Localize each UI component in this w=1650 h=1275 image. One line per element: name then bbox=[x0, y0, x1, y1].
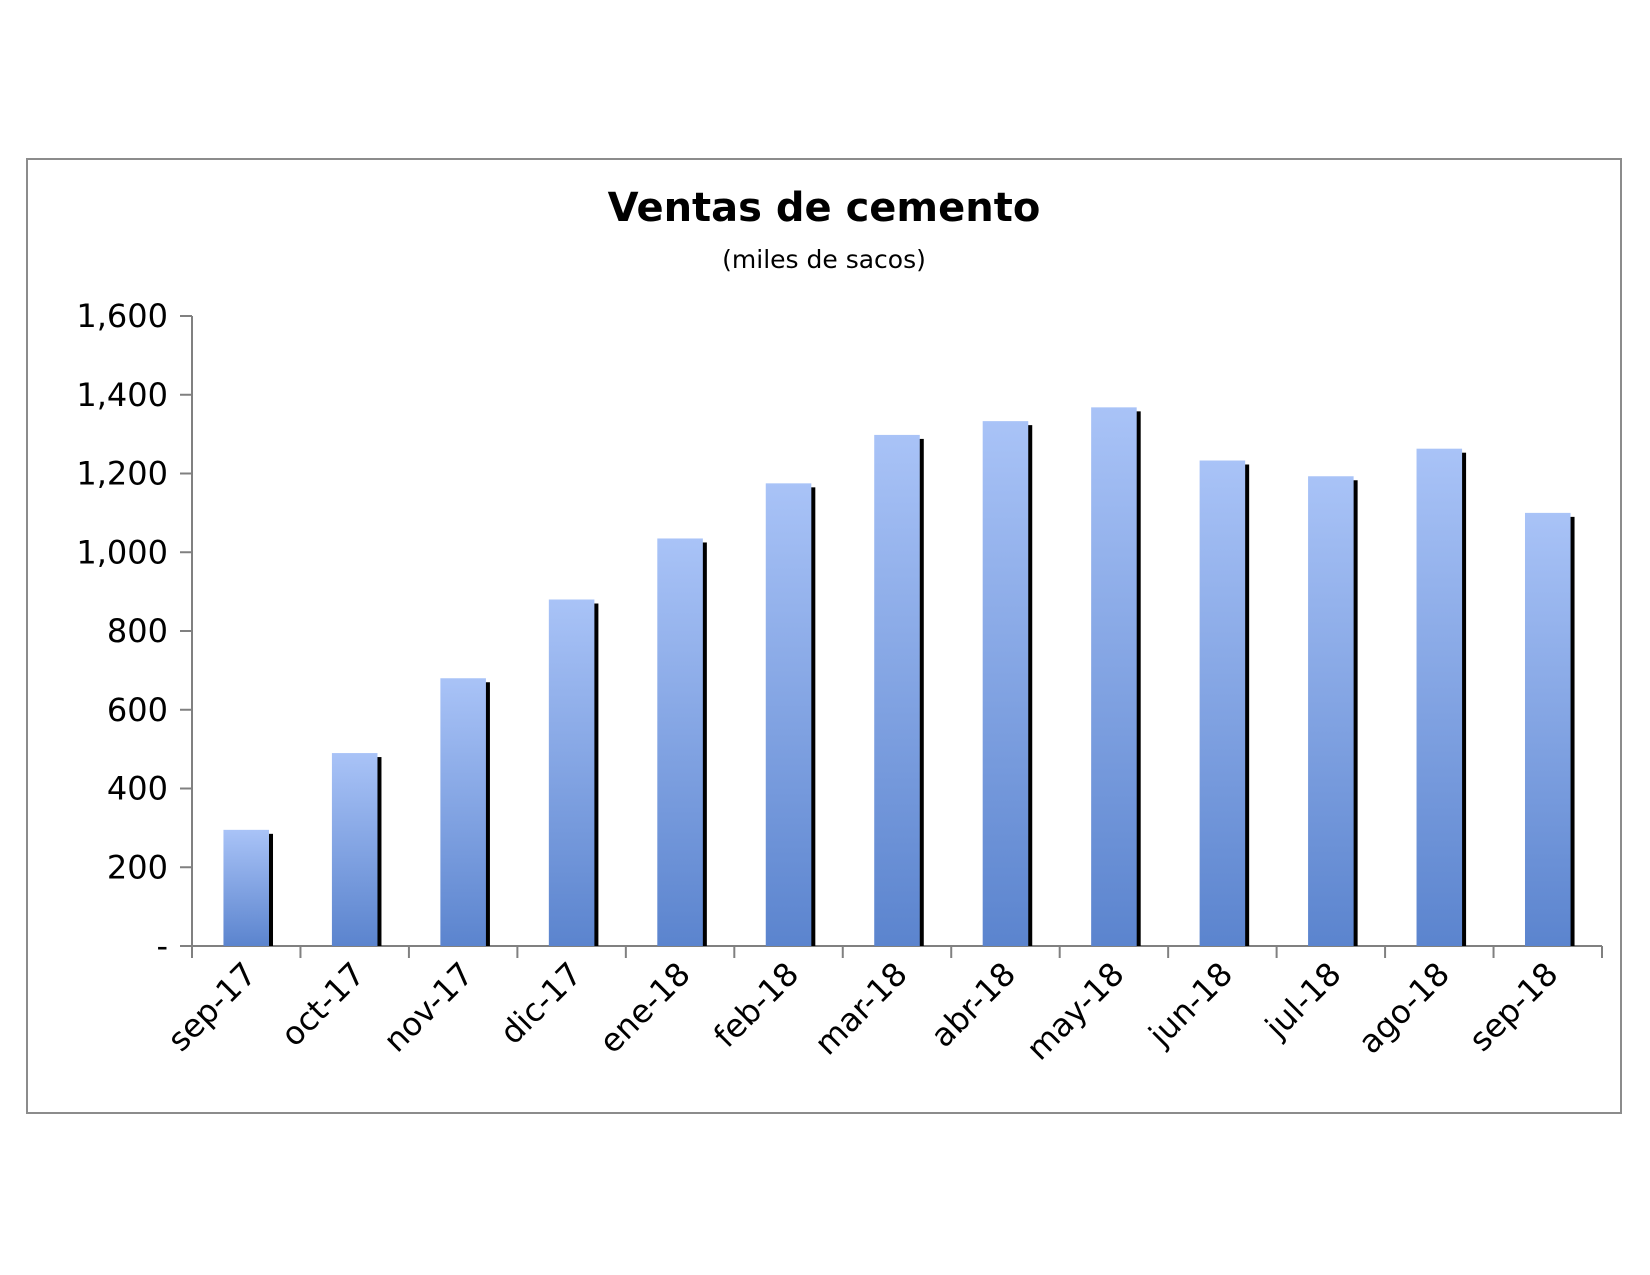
bar bbox=[657, 538, 703, 946]
bar bbox=[1199, 460, 1246, 946]
bar bbox=[765, 483, 812, 946]
bar bbox=[331, 753, 378, 946]
bar bbox=[223, 829, 270, 946]
y-tick-label: 600 bbox=[107, 691, 168, 729]
bar bbox=[1524, 512, 1571, 946]
x-tick-label: ago-18 bbox=[1351, 955, 1457, 1061]
bars bbox=[223, 407, 1575, 947]
y-axis: - 200 400 600 800 1,000 1,200 1,400 1,600 bbox=[76, 297, 193, 965]
x-tick-label: abr-18 bbox=[923, 955, 1023, 1055]
x-tick-label: sep-18 bbox=[1462, 955, 1566, 1059]
y-tick-label: 800 bbox=[107, 612, 168, 650]
y-tick-label: 1,000 bbox=[76, 533, 168, 571]
x-tick-label: sep-17 bbox=[160, 955, 264, 1059]
y-tick-label: 1,600 bbox=[76, 297, 168, 335]
bar bbox=[1308, 476, 1354, 946]
y-tick-label: 1,400 bbox=[76, 376, 168, 414]
x-tick-label: nov-17 bbox=[376, 955, 481, 1060]
bar bbox=[1416, 448, 1463, 946]
x-tick-label: mar-18 bbox=[807, 955, 915, 1063]
chart-title: Ventas de cemento bbox=[607, 185, 1041, 231]
x-tick-label: ene-18 bbox=[592, 955, 698, 1061]
x-tick-labels: sep-17 oct-17 nov-17 dic-17 ene-18 feb-18 mar-… bbox=[160, 955, 1565, 1068]
y-tick-label: 400 bbox=[107, 770, 168, 808]
x-tick-label: dic-17 bbox=[492, 955, 589, 1052]
y-tick-label: - bbox=[156, 927, 168, 965]
x-tick-label: jun-18 bbox=[1141, 955, 1241, 1055]
bar bbox=[548, 599, 595, 946]
bar bbox=[874, 434, 920, 946]
x-tick-label: feb-18 bbox=[706, 955, 806, 1055]
y-tick-label: 1,200 bbox=[76, 455, 168, 493]
x-tick-label: jul-18 bbox=[1257, 955, 1348, 1046]
x-tick-label: may-18 bbox=[1019, 955, 1132, 1068]
x-axis bbox=[191, 945, 1603, 958]
bar bbox=[440, 678, 486, 946]
x-tick-label: oct-17 bbox=[273, 955, 372, 1054]
bar bbox=[982, 421, 1029, 947]
y-tick-label: 200 bbox=[107, 848, 168, 886]
bar bbox=[1091, 407, 1137, 947]
chart-subtitle: (miles de sacos) bbox=[722, 245, 926, 274]
